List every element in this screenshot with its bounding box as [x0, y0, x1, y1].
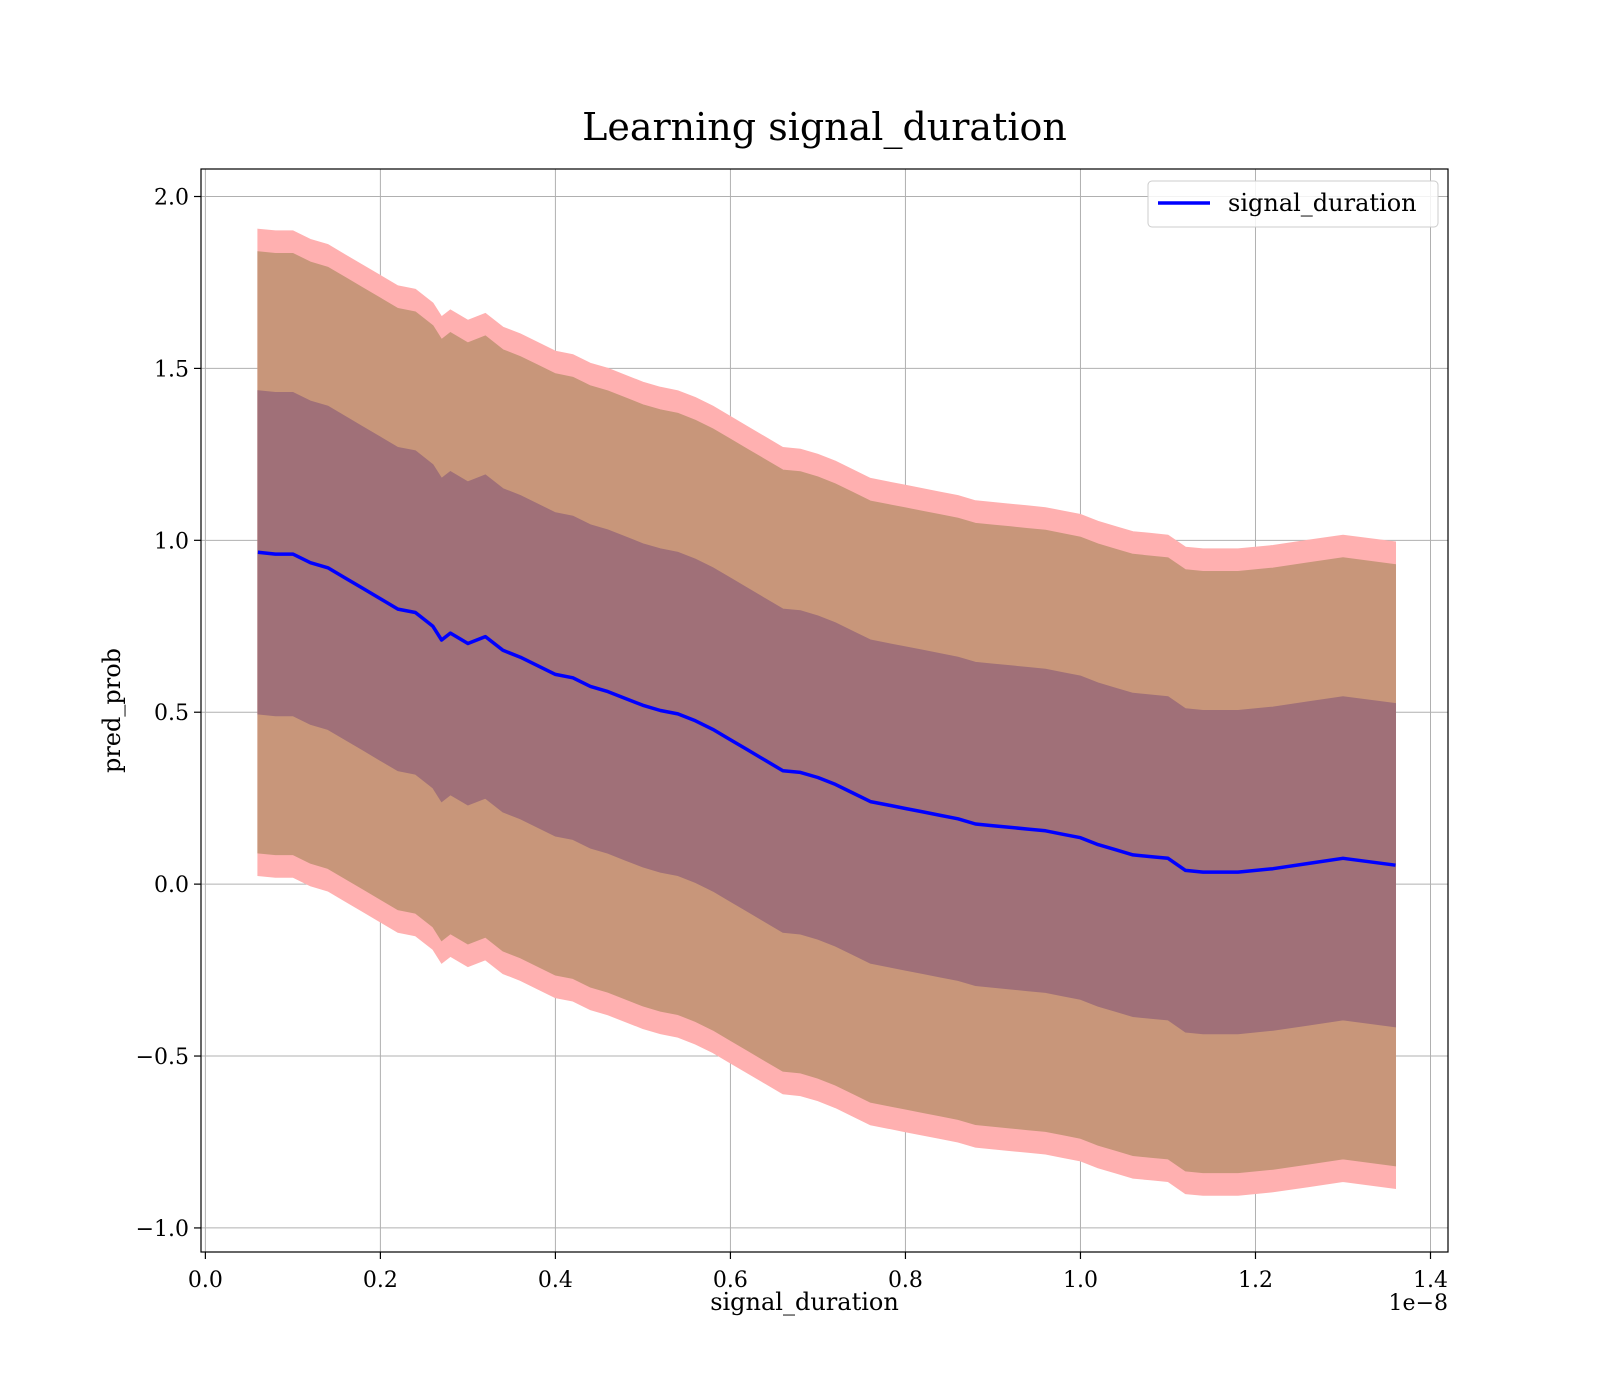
series-layer	[257, 550, 1396, 874]
bands	[257, 228, 1396, 1196]
x-tick-label: 0.6	[713, 1268, 748, 1293]
x-tick-label: 0.2	[363, 1268, 398, 1293]
legend-box	[1147, 180, 1439, 228]
x-tick-label: 0.4	[538, 1268, 573, 1293]
x-ticks: 0.0 0.2 0.4 0.6 0.8 1.0 1.2 1.4	[188, 1252, 1448, 1293]
x-tick-label: 1.4	[1413, 1268, 1448, 1293]
y-tick-label: 0.5	[154, 701, 189, 726]
x-tick-label: 0.8	[888, 1268, 923, 1293]
x-offset-label: 1e−8	[1389, 1291, 1448, 1316]
y-tick-label: 0.0	[154, 873, 189, 898]
y-tick-label: 1.0	[154, 529, 189, 554]
series-line-signal-duration	[257, 550, 1396, 874]
y-tick-label: 1.5	[154, 357, 189, 382]
x-tick-label: 0.0	[188, 1268, 223, 1293]
y-tick-label: −1.0	[136, 1217, 189, 1242]
y-tick-label: −0.5	[136, 1045, 189, 1070]
legend: signal_duration	[1147, 180, 1439, 228]
y-tick-label: 2.0	[154, 186, 189, 211]
legend-label: signal_duration	[1228, 189, 1417, 217]
x-tick-label: 1.0	[1063, 1268, 1098, 1293]
y-ticks: −1.0 −0.5 0.0 0.5 1.0 1.5 2.0	[136, 186, 201, 1242]
band-inner	[257, 390, 1396, 1035]
plot-frame	[200, 168, 1449, 1253]
chart-title: Learning signal_duration	[582, 105, 1067, 150]
x-axis-label: signal_duration	[710, 1288, 899, 1316]
x-tick-label: 1.2	[1238, 1268, 1273, 1293]
y-axis-label: pred_prob	[98, 648, 126, 773]
